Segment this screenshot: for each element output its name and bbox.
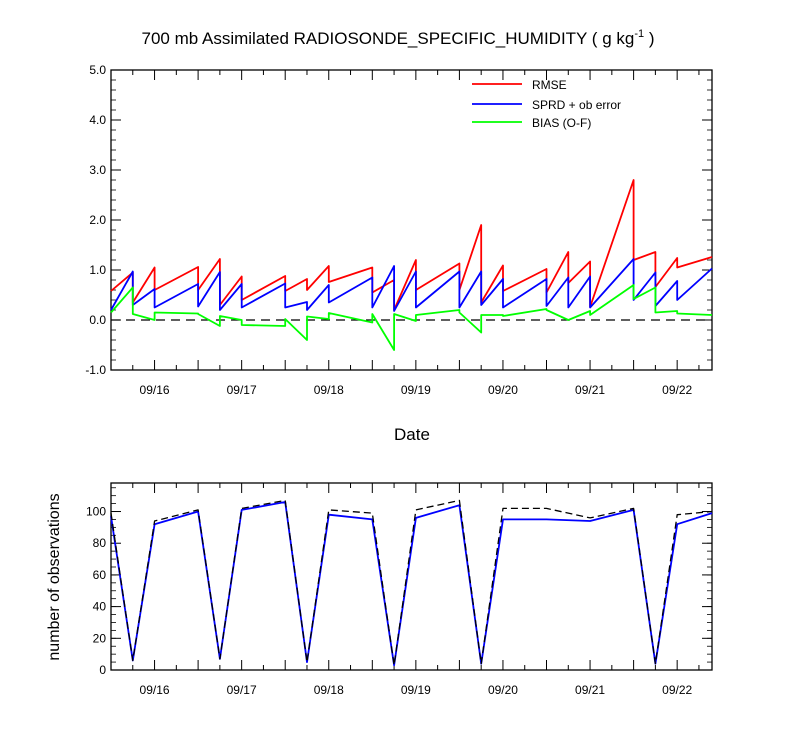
x-tick-label: 09/19 bbox=[401, 383, 431, 397]
x-tick-label: 09/22 bbox=[662, 683, 692, 697]
legend-label: SPRD + ob error bbox=[532, 98, 621, 112]
x-tick-label: 09/17 bbox=[227, 383, 257, 397]
top-chart-panel: -1.0 0.0 1.0 2.0 3.0 4.0 5.0 09/16 09/17 09/18 09/… bbox=[85, 63, 713, 397]
plot-frame bbox=[110, 69, 713, 371]
series-line-sprd-ob-error bbox=[110, 258, 713, 312]
series-line-rmse bbox=[110, 179, 713, 311]
y-tick-label: 60 bbox=[93, 568, 107, 582]
x-tick-label: 09/22 bbox=[662, 383, 692, 397]
x-tick-label: 09/19 bbox=[401, 683, 431, 697]
bottom-chart-panel: 0 20 40 60 80 100 09/16 09/17 09/18 09/19 09/20 09/… bbox=[86, 482, 713, 697]
y-tick-label: 0 bbox=[99, 663, 106, 677]
x-tick-label: 09/16 bbox=[140, 383, 170, 397]
y-tick-label: 80 bbox=[93, 536, 107, 550]
plot-frame bbox=[110, 482, 713, 671]
legend-label: BIAS (O-F) bbox=[532, 116, 591, 130]
y-tick-label: 2.0 bbox=[89, 213, 106, 227]
x-tick-label: 09/21 bbox=[575, 383, 605, 397]
y-tick-label: 100 bbox=[86, 505, 106, 519]
y-tick-label: 20 bbox=[93, 631, 107, 645]
y-tick-label: -1.0 bbox=[85, 363, 106, 377]
x-tick-label: 09/17 bbox=[227, 683, 257, 697]
series-line-possible bbox=[110, 499, 713, 666]
y-tick-label: 0.0 bbox=[89, 313, 106, 327]
x-tick-label: 09/16 bbox=[140, 683, 170, 697]
y-tick-label: 5.0 bbox=[89, 63, 106, 77]
y-tick-label: 40 bbox=[93, 600, 107, 614]
y-tick-label: 3.0 bbox=[89, 163, 106, 177]
x-tick-label: 09/18 bbox=[314, 683, 344, 697]
y-tick-label: 1.0 bbox=[89, 263, 106, 277]
chart-title: 700 mb Assimilated RADIOSONDE_SPECIFIC_H… bbox=[142, 28, 655, 48]
x-axis-title: Date bbox=[394, 425, 430, 444]
x-tick-label: 09/21 bbox=[575, 683, 605, 697]
x-tick-label: 09/20 bbox=[488, 383, 518, 397]
series-line-assimilated bbox=[110, 501, 713, 667]
x-tick-label: 09/20 bbox=[488, 683, 518, 697]
series-line-bias-o-f bbox=[110, 284, 713, 351]
y-axis-title-observations: number of observations bbox=[46, 493, 63, 660]
legend-label: RMSE bbox=[532, 78, 567, 92]
x-tick-label: 09/18 bbox=[314, 383, 344, 397]
y-tick-label: 4.0 bbox=[89, 113, 106, 127]
